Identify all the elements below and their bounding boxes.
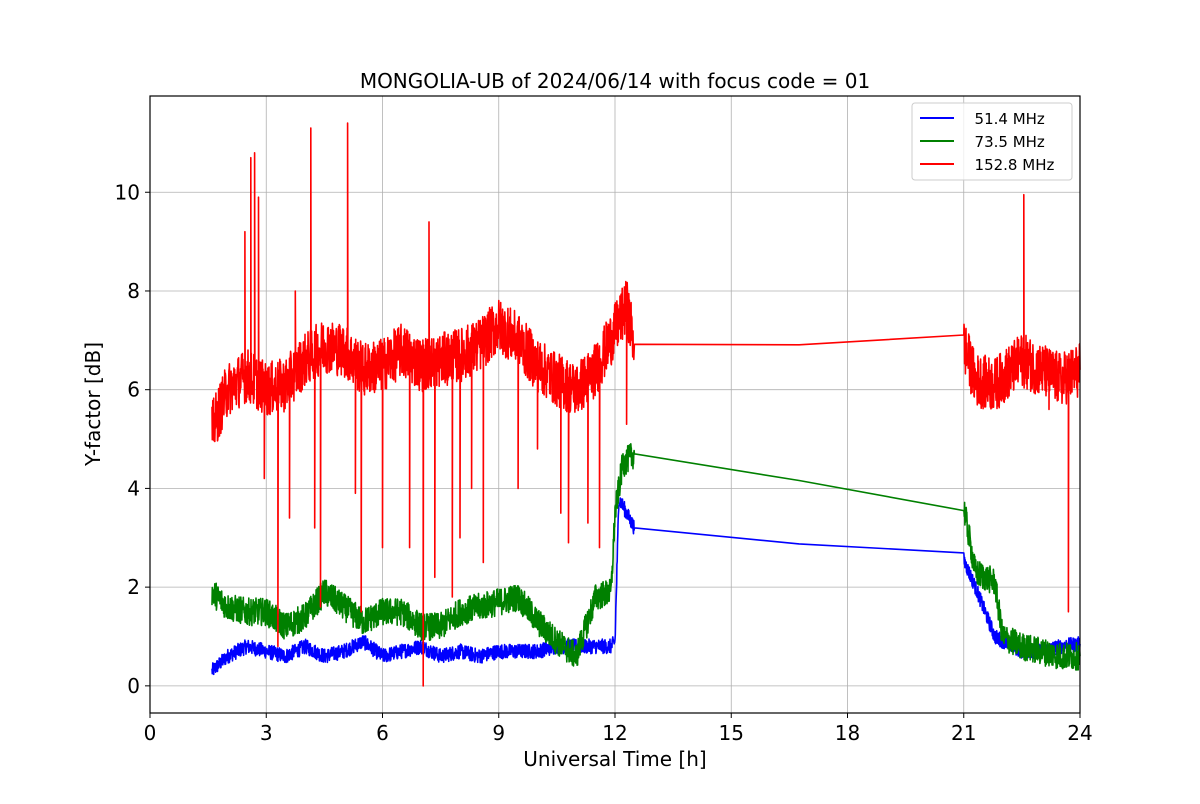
x-tick-label: 12: [602, 721, 627, 745]
legend-box: [911, 102, 1073, 181]
chart-title: MONGOLIA-UB of 2024/06/14 with focus cod…: [360, 69, 870, 93]
series-line: [211, 497, 1081, 676]
x-tick-label: 15: [719, 721, 744, 745]
y-tick-label: 4: [127, 476, 140, 500]
y-tick-label: 6: [127, 378, 140, 402]
y-tick-label: 0: [127, 674, 140, 698]
legend-label-73-5: 73.5 MHz: [965, 133, 1045, 151]
series-line: [211, 122, 1081, 687]
x-tick-label: 3: [260, 721, 273, 745]
x-tick-label: 9: [492, 721, 505, 745]
x-tick-label: 24: [1067, 721, 1092, 745]
series-line: [211, 443, 1081, 671]
series-layer: [211, 122, 1081, 687]
y-tick-label: 2: [127, 575, 140, 599]
legend-label-152-8: 152.8 MHz: [965, 156, 1054, 174]
y-tick-label: 8: [127, 279, 140, 303]
x-tick-label: 0: [144, 721, 157, 745]
legend: 51.4 MHz 73.5 MHz 152.8 MHz: [911, 102, 1073, 181]
y-axis-label: Y-factor [dB]: [81, 342, 105, 467]
x-tick-label: 18: [835, 721, 860, 745]
x-tick-label: 6: [376, 721, 389, 745]
y-tick-label: 10: [115, 180, 140, 204]
x-tick-label: 21: [951, 721, 976, 745]
x-axis-label: Universal Time [h]: [523, 747, 706, 771]
legend-label-51-4: 51.4 MHz: [965, 110, 1045, 128]
